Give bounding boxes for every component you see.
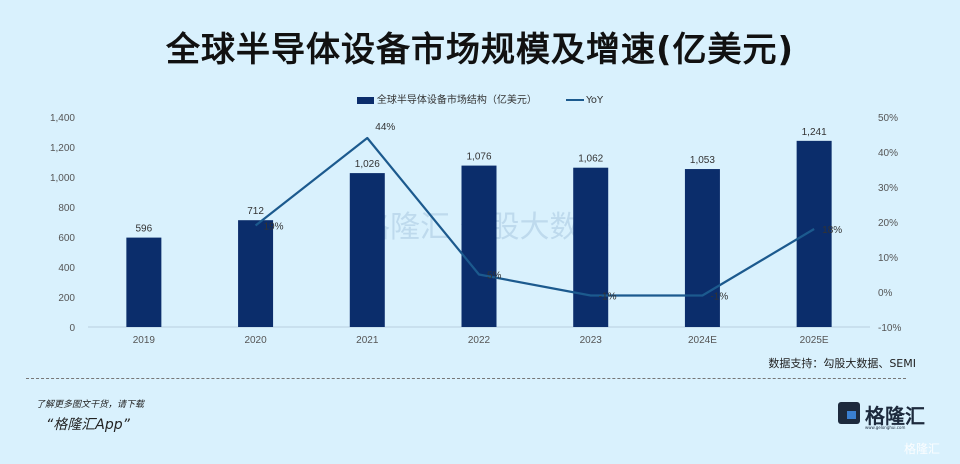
- right-axis-tick: 40%: [878, 148, 898, 159]
- logo-url: www.gelonghui.com: [865, 425, 906, 430]
- bar-value-label: 1,076: [466, 152, 491, 163]
- x-axis-tick: 2019: [133, 335, 156, 346]
- x-axis-tick: 2022: [468, 335, 491, 346]
- bar-value-label: 712: [247, 206, 264, 217]
- right-axis-tick: 10%: [878, 253, 898, 264]
- left-axis-tick: 800: [58, 203, 75, 214]
- x-axis-tick: 2024E: [688, 335, 717, 346]
- x-axis-tick: 2021: [356, 335, 379, 346]
- bar: [349, 173, 385, 327]
- right-axis-tick: -10%: [878, 323, 901, 334]
- left-axis-tick: 600: [58, 233, 75, 244]
- corner-watermark: 格隆汇: [904, 442, 941, 456]
- bar-value-label: 1,026: [355, 159, 380, 170]
- right-axis-tick: 0%: [878, 288, 893, 299]
- bar: [461, 165, 497, 327]
- bar: [238, 220, 274, 327]
- bar: [126, 237, 162, 327]
- data-source: 数据支持：勾股大数据、SEMI: [768, 357, 916, 370]
- chart-title: 全球半导体设备市场规模及增速(亿美元): [165, 30, 795, 70]
- legend-line-label: YoY: [586, 95, 604, 106]
- yoy-value-label: 19%: [264, 222, 284, 233]
- left-axis-tick: 1,400: [50, 113, 75, 124]
- legend-line-swatch: [566, 99, 585, 101]
- legend-bar-label: 全球半导体设备市场结构（亿美元）: [376, 95, 537, 106]
- right-axis-tick: 20%: [878, 218, 898, 229]
- yoy-value-label: 44%: [375, 122, 395, 133]
- x-axis-tick: 2020: [244, 335, 267, 346]
- bar: [684, 169, 720, 327]
- legend-bar-swatch: [356, 96, 374, 104]
- bar-value-label: 1,053: [690, 155, 715, 166]
- bar: [573, 167, 609, 327]
- promo-app-name: “格隆汇App”: [46, 417, 130, 433]
- bar: [796, 140, 832, 327]
- yoy-line: [254, 136, 815, 297]
- logo-name: 格隆汇: [865, 404, 925, 428]
- promo-text: 了解更多图文干货，请下载: [36, 400, 145, 410]
- yoy-value-label: 5%: [487, 271, 502, 282]
- left-axis-tick: 1,000: [50, 173, 75, 184]
- yoy-value-label: -1%: [599, 292, 617, 303]
- left-axis-tick: 200: [58, 293, 75, 304]
- bar-value-label: 1,241: [802, 127, 827, 138]
- bar-value-label: 1,062: [578, 154, 603, 165]
- left-axis-tick: 400: [58, 263, 75, 274]
- right-axis-tick: 50%: [878, 113, 898, 124]
- logo-g-icon: [838, 402, 860, 424]
- divider: [26, 378, 906, 379]
- brand-logo: 格隆汇 www.gelonghui.com: [838, 400, 948, 436]
- yoy-value-label: -1%: [710, 292, 728, 303]
- right-axis-tick: 30%: [878, 183, 898, 194]
- yoy-value-label: 18%: [822, 225, 842, 236]
- x-axis-tick: 2025E: [800, 335, 829, 346]
- left-axis-tick: 0: [69, 323, 75, 334]
- chart-legend: 全球半导体设备市场结构（亿美元） YoY: [0, 91, 960, 106]
- bar-value-label: 596: [136, 224, 153, 235]
- left-axis-tick: 1,200: [50, 143, 75, 154]
- x-axis-tick: 2023: [580, 335, 603, 346]
